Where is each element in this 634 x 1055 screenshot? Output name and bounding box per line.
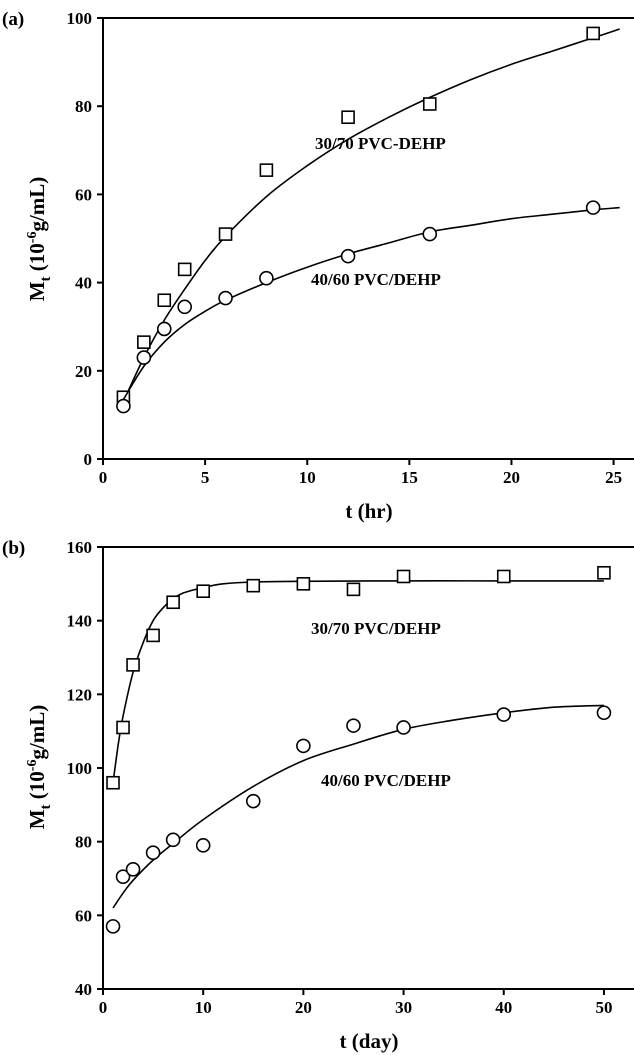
panel-a-series-1-label: 30/70 PVC-DEHP: [315, 134, 446, 153]
panel-a-series-1-point: [218, 227, 233, 241]
panel-b-series-2-point: [596, 705, 612, 721]
panel-b-y-tick-label: 140: [67, 612, 93, 631]
panel-a-x-tick-label: 20: [503, 468, 520, 487]
panel-b-y-tick-label: 100: [67, 759, 93, 778]
panel-b-x-tick-label: 0: [99, 998, 108, 1017]
panel-a-x-tick-label: 15: [401, 468, 418, 487]
panel-b-y-tick-label: 40: [75, 980, 92, 999]
panel-a-series-2-point: [136, 350, 152, 365]
panel-b-series-2-point: [296, 738, 311, 754]
panel-a-series-2-point: [156, 321, 172, 337]
panel-b-series-2-point: [496, 707, 512, 722]
panel-b-x-axis-title: t (day): [340, 1029, 399, 1053]
panel-b-series-2-point: [245, 793, 261, 809]
panel-b-x-tick-label: 30: [395, 998, 412, 1017]
panel-a-series-1-point: [177, 262, 192, 277]
panel-b: (b) 40 60 80 100 120 140 160 0 10 20 30 40 50 30/70 …: [2, 538, 634, 1053]
panel-a-series-1-fit-curve: [122, 28, 620, 403]
panel-b-series-1-point: [346, 582, 361, 597]
panel-a-label: (a): [2, 9, 24, 30]
panel-a-y-axis-title: Mt (10-6g/mL): [25, 177, 54, 302]
panel-a-series-1-point: [259, 163, 274, 177]
panel-b-series-2-fit-curve: [112, 704, 604, 909]
panel-a: (a) 0 20 40 60 80 100 0 5 10 15 20 25 30/70 PVC-DEH…: [2, 9, 634, 523]
panel-b-x-tick-label: 20: [295, 998, 312, 1017]
panel-a-x-tick-label: 10: [299, 468, 316, 487]
panel-a-series-1-point: [586, 26, 600, 41]
panel-a-series-1-point: [137, 335, 151, 349]
panel-b-series-1-point: [166, 595, 180, 610]
panel-a-series-2-point: [585, 200, 601, 215]
panel-a-series-1-point: [341, 110, 355, 125]
panel-b-series-1-point: [116, 720, 130, 735]
panel-b-series-1-point: [196, 584, 210, 599]
panel-b-series-1-point: [597, 565, 611, 580]
panel-b-series-2-point: [165, 832, 181, 848]
panel-a-y-tick-label: 60: [75, 185, 92, 204]
panel-b-series-1-point: [396, 569, 411, 584]
panel-b-series-1-point: [126, 658, 140, 672]
panel-a-series-2-point: [422, 226, 438, 242]
panel-a-series-1-point: [157, 293, 172, 308]
panel-a-series-2-label: 40/60 PVC/DEHP: [311, 270, 441, 289]
panel-b-y-tick-label: 80: [75, 833, 92, 852]
panel-a-x-tick-label: 5: [201, 468, 210, 487]
panel-b-series-2-point: [145, 845, 161, 861]
panel-a-series-2-point: [259, 270, 274, 286]
panel-b-series-1-point: [496, 569, 511, 584]
panel-a-series-1-point: [422, 97, 437, 111]
panel-b-series-2-point: [105, 919, 121, 934]
panel-b-y-tick-label: 60: [75, 906, 92, 925]
panel-a-y-tick-label: 0: [84, 450, 93, 469]
panel-a-x-tick-label: 0: [99, 468, 108, 487]
panel-b-series-2-point: [396, 720, 411, 735]
panel-b-x-tick-label: 40: [495, 998, 512, 1017]
panel-a-y-tick-label: 40: [75, 274, 92, 293]
panel-b-series-1-point: [246, 578, 261, 593]
panel-b-y-tick-label: 120: [67, 685, 93, 704]
panel-b-series-2-point: [346, 718, 361, 733]
panel-b-x-tick-label: 10: [195, 998, 212, 1017]
panel-a-series-2-fit-curve: [122, 206, 620, 400]
panel-b-series-1-point: [106, 775, 120, 790]
panel-a-series-2-point: [340, 248, 356, 264]
panel-b-axes: 40 60 80 100 120 140 160 0 10 20 30 40 50: [67, 538, 634, 1017]
panel-b-series-2-label: 40/60 PVC/DEHP: [321, 771, 451, 790]
panel-a-y-tick-label: 80: [75, 97, 92, 116]
panel-a-y-tick-label: 20: [75, 362, 92, 381]
panel-b-series-2-point: [125, 861, 141, 877]
panel-a-axes: 0 20 40 60 80 100 0 5 10 15 20 25: [67, 9, 634, 487]
panel-a-x-tick-label: 25: [605, 468, 622, 487]
panel-b-series-1-label: 30/70 PVC/DEHP: [311, 619, 441, 638]
panel-b-x-tick-label: 50: [595, 998, 612, 1017]
panel-b-y-tick-label: 160: [67, 538, 93, 557]
panel-b-series-2-point: [115, 869, 131, 884]
panel-a-y-tick-label: 100: [67, 9, 93, 28]
panel-a-x-axis-title: t (hr): [345, 499, 392, 523]
panel-b-series-1-point: [296, 577, 311, 591]
panel-a-series-2-point: [116, 398, 131, 414]
panel-b-y-axis-title: Mt (10-6g/mL): [25, 705, 54, 830]
panel-b-series-1-fit-curve: [112, 580, 604, 783]
panel-b-label: (b): [2, 538, 25, 559]
panel-a-series-2-point: [177, 299, 192, 315]
panel-b-series-2-point: [195, 838, 211, 853]
panel-b-series-1-point: [146, 628, 160, 643]
panel-a-series-2-point: [218, 290, 233, 306]
